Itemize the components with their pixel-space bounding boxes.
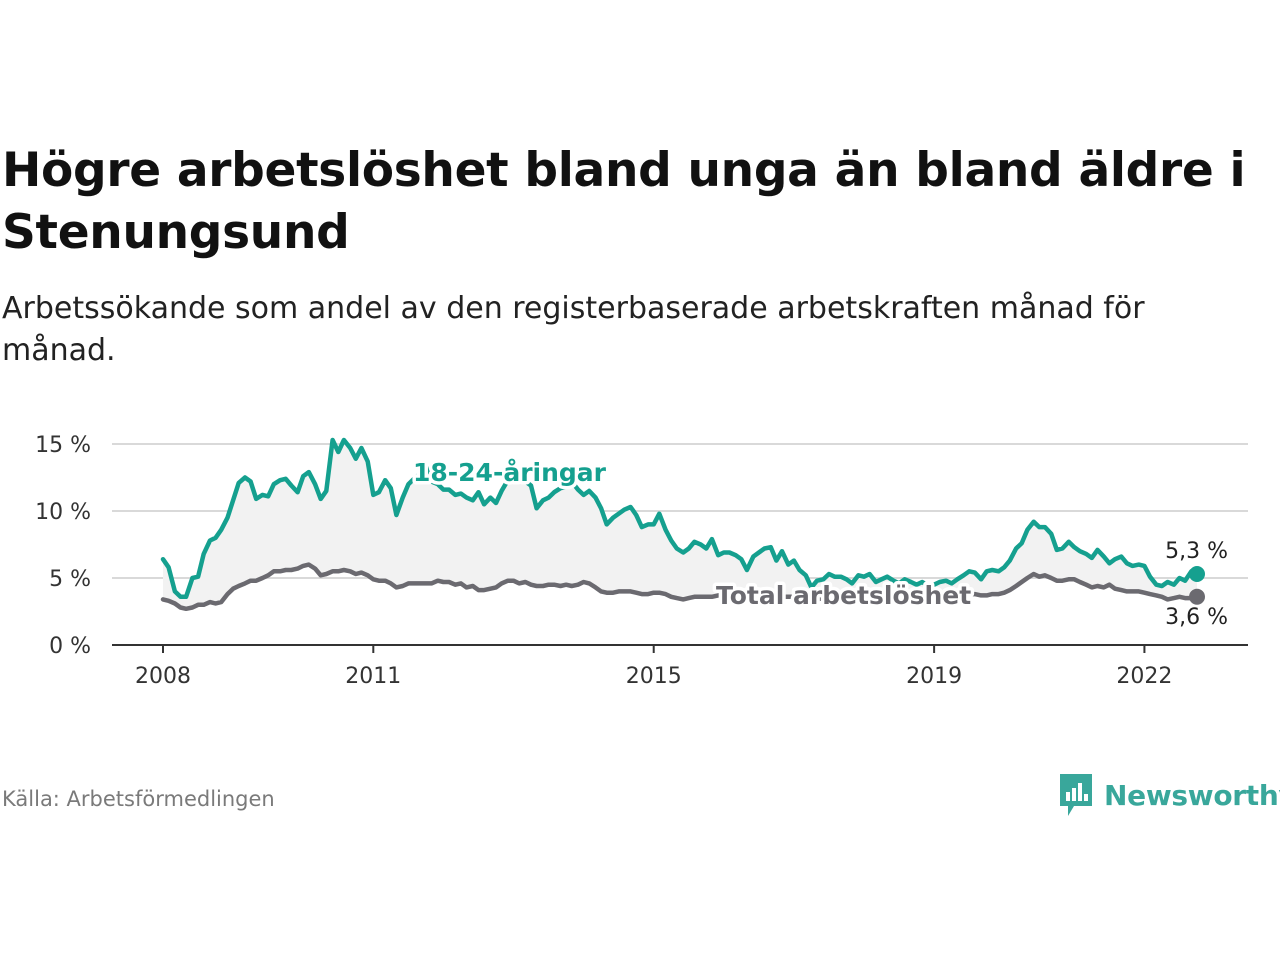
x-tick-label: 2008 [135, 664, 191, 689]
y-tick-label: 0 % [49, 634, 91, 659]
chart-title: Högre arbetslöshet bland unga än bland ä… [2, 143, 1246, 260]
line-chart: 2008 2011 2015 2019 2022 0 % 5 % 10 % 15 % 18-2… [35, 433, 1248, 689]
gap-band [163, 440, 1197, 609]
total-series-label: Total arbetslöshet [716, 581, 971, 610]
youth-series-label: 18-24-åringar [413, 458, 607, 487]
x-tick-label: 2015 [626, 664, 682, 689]
series-lines [160, 437, 1205, 612]
y-tick-label: 15 % [35, 433, 91, 458]
brand-logo[interactable]: Newsworthy [1058, 772, 1280, 818]
y-tick-label: 5 % [49, 567, 91, 592]
series-labels: 18-24-åringar Total arbetslöshet 5,3 % 3,6 … [410, 455, 1229, 631]
youth-end-label: 5,3 % [1165, 539, 1228, 564]
youth-series-line [160, 437, 1200, 600]
x-tick-label: 2022 [1116, 664, 1172, 689]
x-tick-label: 2011 [345, 664, 401, 689]
total-end-label: 3,6 % [1165, 605, 1228, 630]
brand-name: Newsworthy [1104, 778, 1280, 812]
chart-subtitle: Arbetssökande som andel av den registerb… [2, 291, 1145, 368]
y-axis-ticks: 0 % 5 % 10 % 15 % [35, 433, 91, 659]
newsworthy-logo-icon [1060, 774, 1092, 816]
y-tick-label: 10 % [35, 500, 91, 525]
total-end-point [1189, 588, 1205, 605]
x-axis-ticks: 2008 2011 2015 2019 2022 [135, 645, 1172, 689]
source-note: Källa: Arbetsförmedlingen [2, 787, 275, 811]
youth-end-point [1189, 565, 1205, 582]
total-series-line [160, 562, 1200, 612]
x-tick-label: 2019 [906, 664, 962, 689]
